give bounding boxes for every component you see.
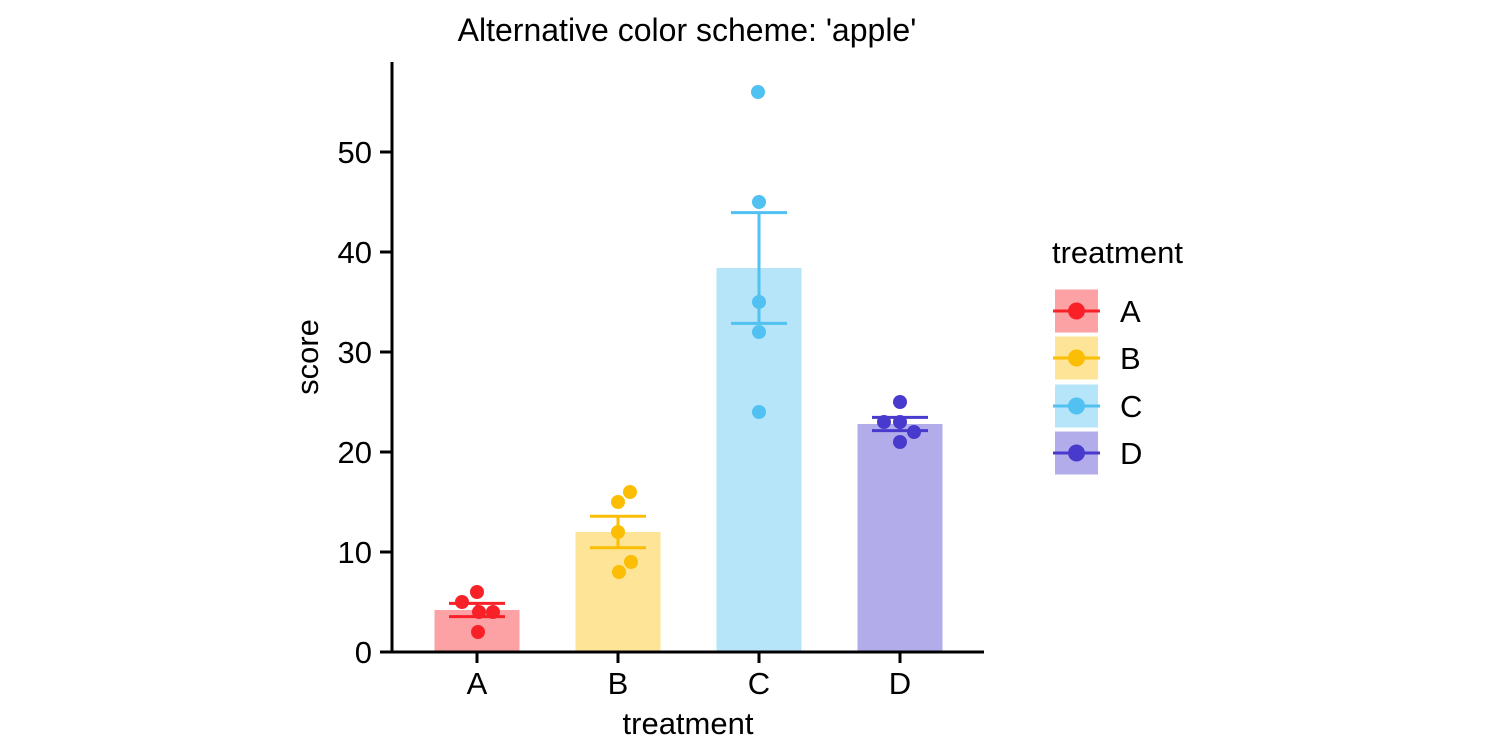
point-C [752,405,766,419]
series-A [434,585,520,652]
legend-label-D: D [1120,436,1142,471]
x-tick-label-C: C [748,666,770,701]
legend-key-dot [1068,349,1085,367]
y-tick-label: 50 [338,135,372,170]
x-axis-title: treatment [623,706,754,741]
point-B [611,495,625,509]
point-C [752,295,766,309]
legend-title: treatment [1052,235,1183,270]
legend-key-dot [1068,444,1085,462]
series-C [716,85,802,652]
axes: 0 10 20 30 40 50 A B C D [338,62,984,701]
point-B [624,555,638,569]
point-D [893,415,907,429]
point-A [486,605,500,619]
x-tick-label-A: A [467,666,488,701]
plot-area [434,85,943,652]
legend-key-dot [1068,302,1085,320]
point-C [752,195,766,209]
point-C [752,325,766,339]
legend-label-C: C [1120,389,1142,424]
legend-entry-D: D [1053,431,1142,475]
legend-entry-C: C [1053,384,1142,428]
y-tick-label: 30 [338,335,372,370]
point-A [455,595,469,609]
x-tick-label-B: B [608,666,629,701]
y-tick-label: 0 [355,635,372,670]
legend-entry-A: A [1053,289,1141,333]
point-D [877,415,891,429]
point-B [611,525,625,539]
y-tick-label: 10 [338,535,372,570]
legend-label-A: A [1120,294,1141,329]
legend-label-B: B [1120,341,1141,376]
point-D [893,435,907,449]
bar-B [575,532,661,652]
point-B [612,565,626,579]
series-B [575,485,661,652]
y-axis-title: score [290,319,325,395]
y-tick-label: 40 [338,235,372,270]
point-A [471,625,485,639]
bar-D [857,424,943,652]
series-D [857,395,943,652]
point-D [907,425,921,439]
point-A [470,585,484,599]
y-tick-label: 20 [338,435,372,470]
point-B [623,485,637,499]
point-A [472,605,486,619]
point-D [893,395,907,409]
chart-title: Alternative color scheme: 'apple' [458,12,917,48]
x-tick-label-D: D [889,666,911,701]
point-C [751,85,765,99]
legend-key-dot [1068,397,1085,415]
legend-entry-B: B [1053,336,1141,380]
